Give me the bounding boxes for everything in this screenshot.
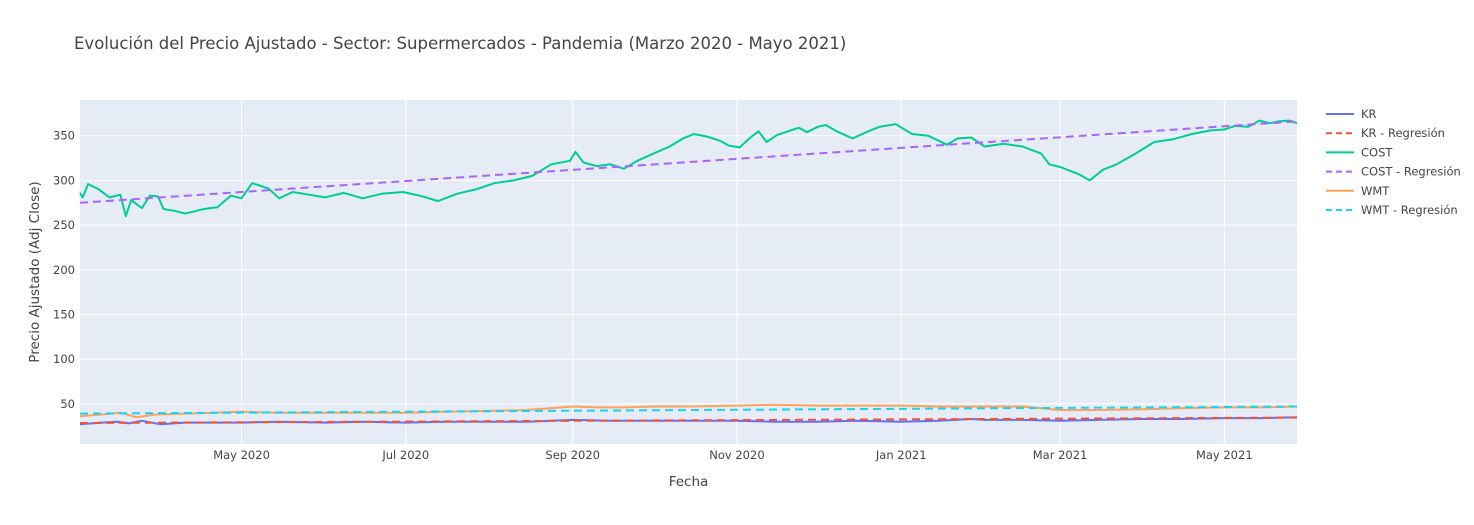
x-tick-label: May 2021 [1196,448,1253,462]
y-tick-label: 50 [60,397,75,411]
legend-item[interactable]: WMT [1326,184,1390,198]
legend-label: WMT [1361,184,1390,198]
series-line-wmt-regresi-n [79,405,1298,415]
legend-item[interactable]: WMT - Regresión [1326,203,1458,217]
legend-label: COST - Regresión [1361,165,1461,179]
legend-label: COST [1361,145,1393,159]
series-line-cost-regresi-n [79,120,1298,204]
y-axis-title: Precio Ajustado (Adj Close) [27,181,43,362]
x-tick-label: Jul 2020 [381,448,429,462]
legend[interactable]: KR KR - Regresión COST COST - Regresión WMT W… [1326,107,1461,217]
plot-area [80,100,1297,444]
y-tick-label: 250 [53,218,75,232]
grid [80,100,1297,444]
y-tick-label: 300 [53,173,75,187]
series-line-kr-regresi-n [79,416,1298,424]
x-axis-title: Fecha [669,474,709,490]
y-tick-label: 350 [53,129,75,143]
x-tick-label: May 2020 [213,448,270,462]
legend-item[interactable]: COST [1326,145,1393,159]
y-axis-ticks: 50 100 150 200 250 300 350 [53,129,75,411]
legend-item[interactable]: KR [1326,107,1377,121]
legend-item[interactable]: KR - Regresión [1326,126,1445,140]
x-axis-ticks: May 2020 Jul 2020 Sep 2020 Nov 2020 Jan 2021… [213,448,1252,462]
y-tick-label: 150 [53,307,75,321]
legend-item[interactable]: COST - Regresión [1326,165,1461,179]
series-line-cost [79,119,1298,218]
chart-title: Evolución del Precio Ajustado - Sector: … [74,34,847,53]
legend-label: KR - Regresión [1361,126,1445,140]
x-tick-label: Sep 2020 [545,448,600,462]
y-tick-label: 200 [53,263,75,277]
legend-label: KR [1361,107,1377,121]
y-tick-label: 100 [53,352,75,366]
series-layer [79,119,1298,426]
x-tick-label: Mar 2021 [1033,448,1088,462]
legend-label: WMT - Regresión [1361,203,1458,217]
x-tick-label: Nov 2020 [709,448,764,462]
x-tick-label: Jan 2021 [875,448,927,462]
